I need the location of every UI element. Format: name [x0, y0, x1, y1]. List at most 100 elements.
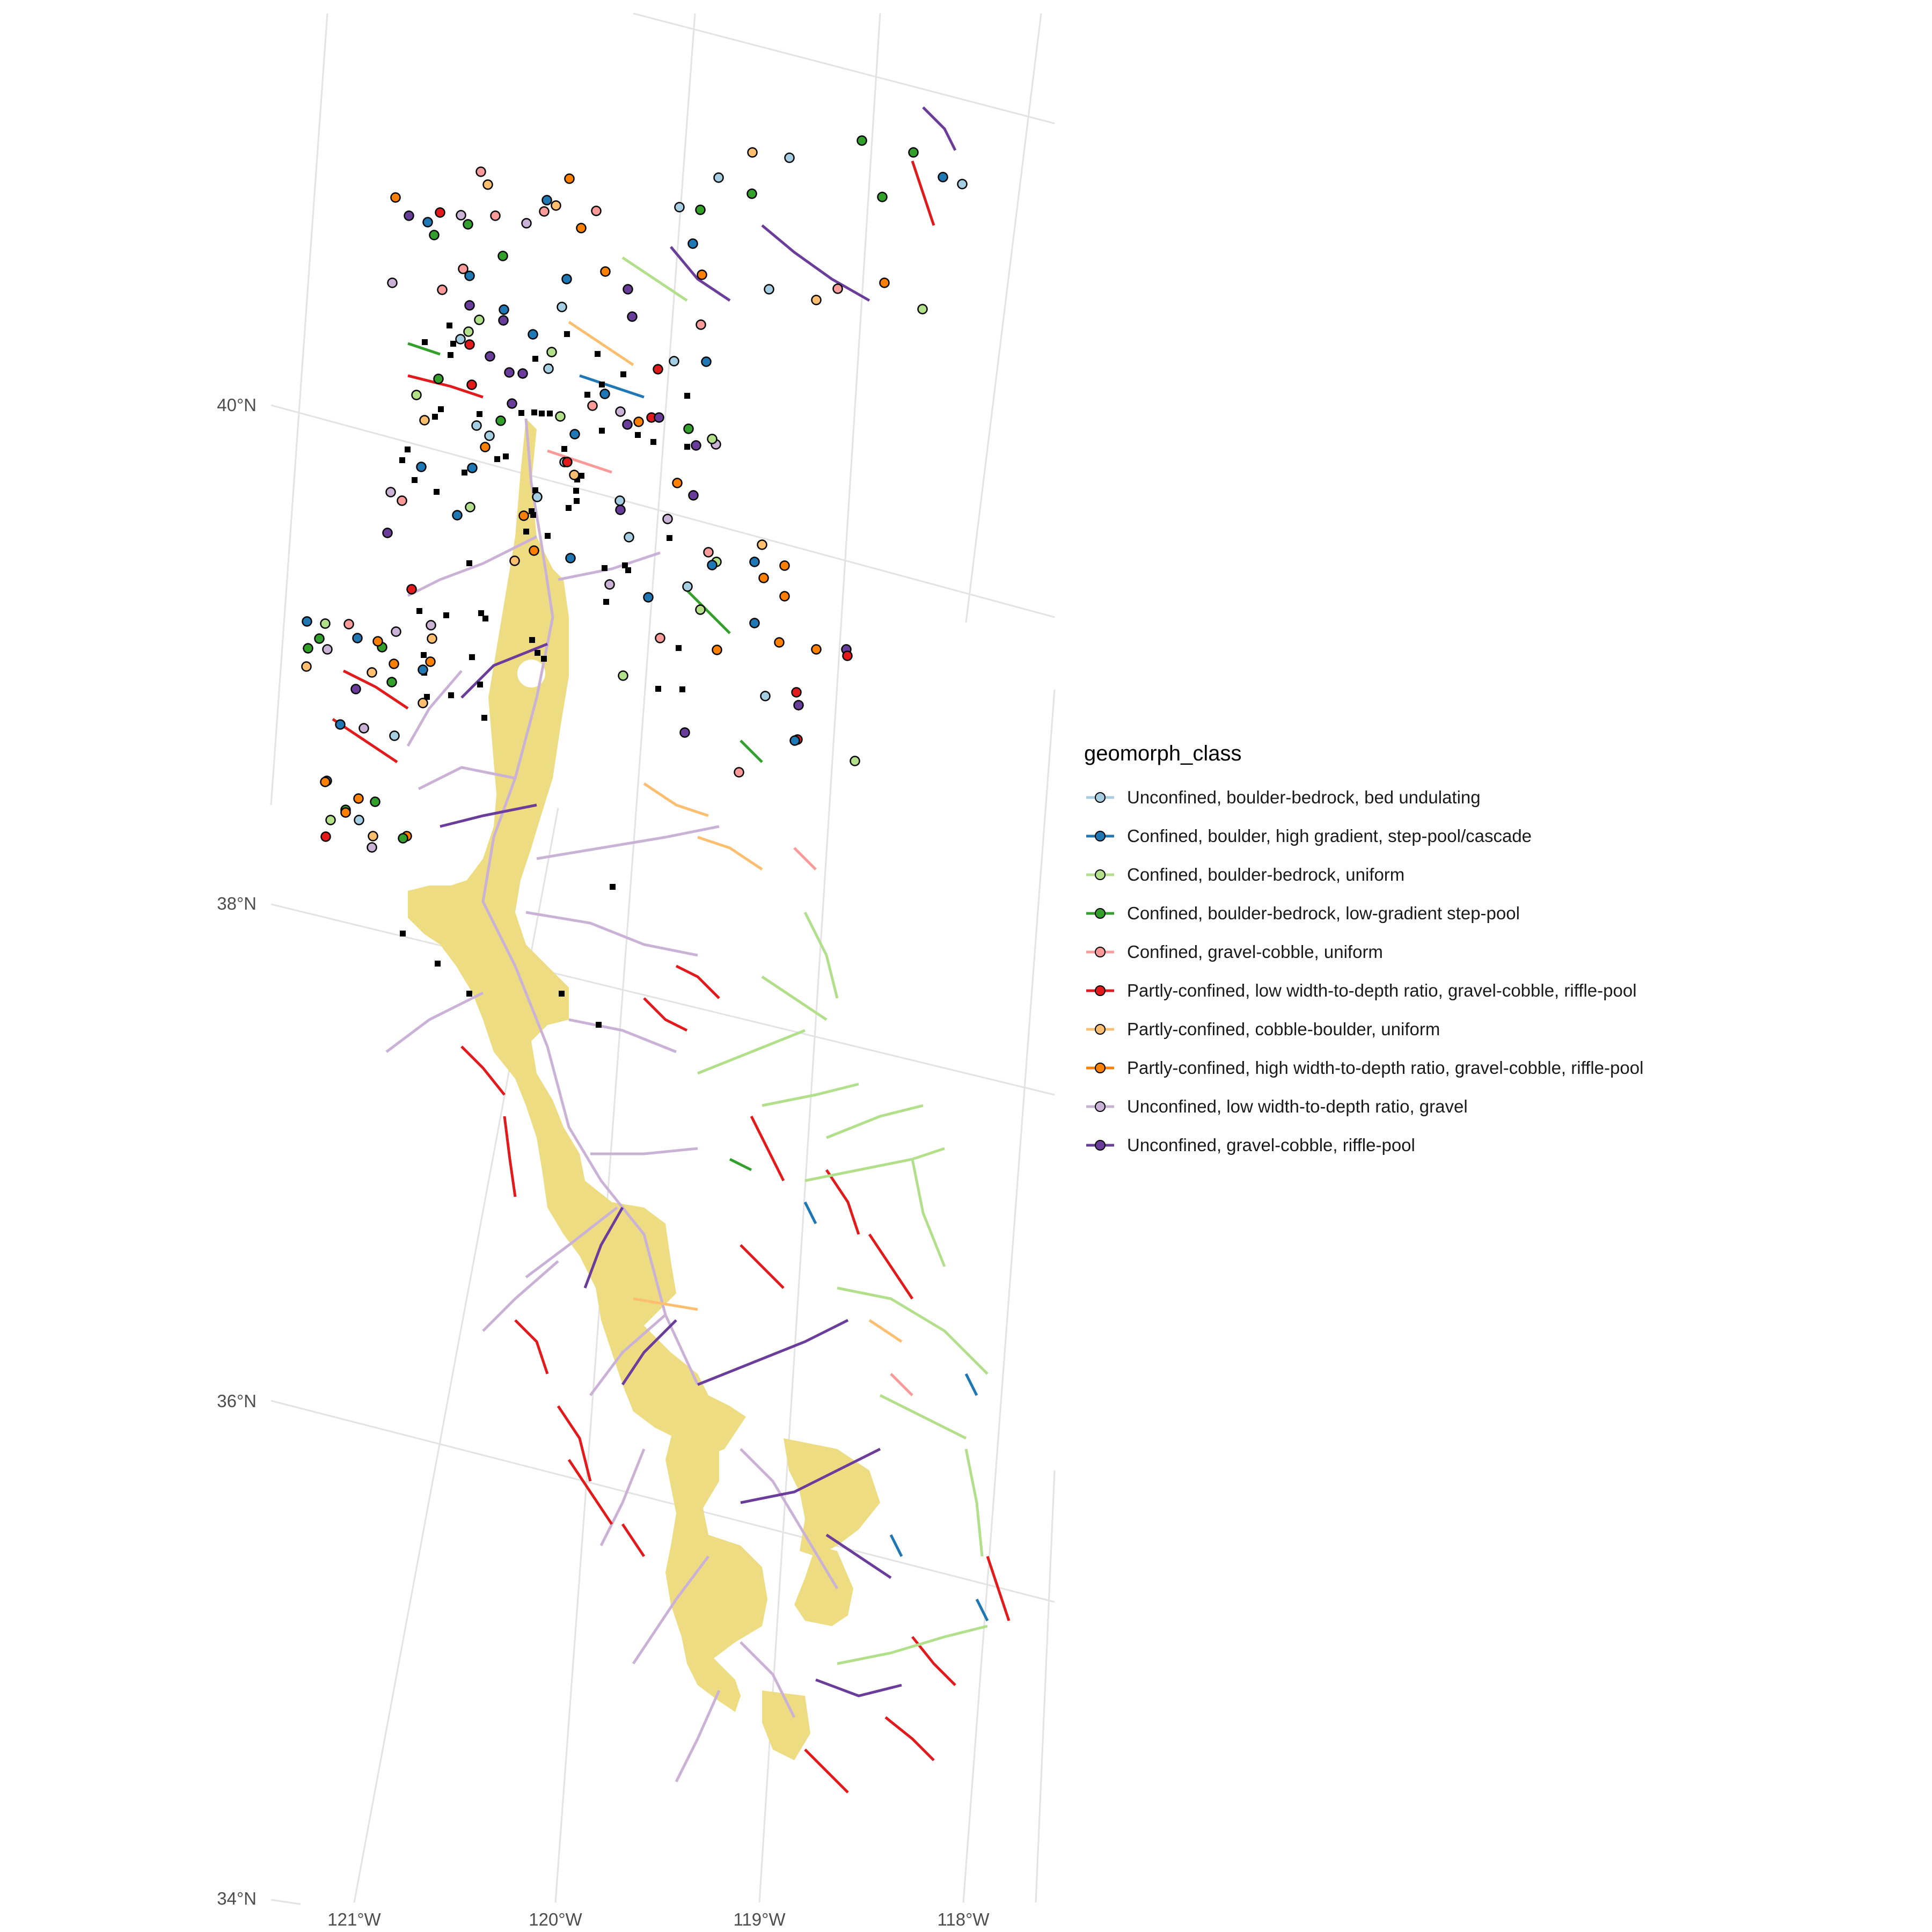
- classified-point: [672, 478, 683, 488]
- classified-point: [622, 419, 633, 430]
- site-marker: [599, 382, 605, 387]
- classified-point: [760, 691, 771, 701]
- site-marker: [655, 686, 661, 692]
- classified-point: [463, 326, 474, 337]
- stream: [670, 246, 731, 302]
- site-marker: [435, 961, 441, 967]
- stream: [793, 847, 817, 870]
- classified-point: [456, 210, 466, 221]
- legend-key-icon: [1086, 947, 1114, 957]
- classified-point: [302, 616, 312, 627]
- site-marker: [400, 931, 406, 936]
- classified-point: [662, 514, 673, 524]
- classified-point: [398, 833, 408, 844]
- legend-label: Confined, boulder, high gradient, step-p…: [1127, 826, 1532, 846]
- stream: [761, 975, 828, 1021]
- stream: [697, 1029, 806, 1075]
- stream: [964, 1448, 984, 1557]
- legend-item: Confined, boulder-bedrock, low-gradient …: [1084, 894, 1835, 933]
- valley-floor-basin: [408, 419, 880, 1760]
- classified-point: [957, 179, 968, 189]
- stream: [621, 1523, 646, 1557]
- site-marker: [535, 650, 540, 656]
- stream: [803, 1201, 817, 1225]
- classified-point: [353, 793, 364, 804]
- classified-point: [484, 430, 495, 441]
- stream: [740, 1244, 785, 1289]
- classified-point: [569, 429, 580, 440]
- stream: [481, 418, 699, 1386]
- legend-item: Confined, gravel-cobble, uniform: [1084, 933, 1835, 971]
- classified-point: [576, 223, 587, 233]
- classified-point: [682, 581, 693, 592]
- classified-point: [467, 463, 478, 473]
- classified-point: [386, 677, 397, 687]
- classified-point: [654, 412, 664, 423]
- classified-point: [507, 398, 517, 409]
- classified-point: [517, 368, 528, 379]
- site-marker: [469, 654, 475, 660]
- site-marker: [523, 529, 529, 535]
- legend-title: geomorph_class: [1084, 742, 1242, 765]
- stream: [583, 1206, 624, 1289]
- stream: [740, 1447, 881, 1504]
- legend-label: Partly-confined, high width-to-depth rat…: [1127, 1058, 1644, 1078]
- lon-line-121-top: [270, 13, 328, 806]
- classified-point: [464, 339, 475, 350]
- classified-point: [474, 314, 485, 325]
- stream: [632, 1555, 709, 1665]
- stream: [385, 991, 484, 1053]
- classified-point: [600, 266, 611, 277]
- classified-point: [877, 192, 888, 202]
- stream: [729, 1158, 752, 1172]
- classified-point: [539, 206, 550, 217]
- classified-point: [614, 495, 625, 506]
- stream: [568, 320, 634, 367]
- stream: [868, 1319, 903, 1343]
- stream: [697, 1319, 849, 1386]
- classified-point: [604, 579, 615, 590]
- sample-sites: [399, 323, 690, 1028]
- classified-point: [749, 618, 760, 628]
- site-marker: [667, 535, 672, 541]
- legend-label: Unconfined, boulder-bedrock, bed undulat…: [1127, 787, 1481, 807]
- stream: [599, 1448, 646, 1547]
- stream: [686, 589, 731, 634]
- classified-point: [696, 319, 706, 330]
- site-marker: [438, 406, 444, 412]
- classified-point: [811, 644, 822, 655]
- site-marker: [650, 439, 656, 445]
- site-marker: [602, 565, 608, 571]
- classified-point: [370, 796, 380, 807]
- classified-point: [789, 735, 800, 746]
- classified-point: [764, 284, 774, 295]
- lon-label-120: 120°W: [529, 1909, 582, 1929]
- lon-line-118-top: [965, 13, 1042, 623]
- classified-point: [301, 661, 312, 672]
- lat-line-36: [270, 1400, 1055, 1603]
- classified-point: [419, 415, 430, 426]
- stream: [986, 1556, 1011, 1621]
- classified-point: [458, 264, 469, 274]
- legend-items: Unconfined, boulder-bedrock, bed undulat…: [1084, 778, 1835, 1165]
- site-marker: [416, 608, 422, 614]
- classified-point: [551, 200, 561, 211]
- classified-point: [350, 684, 361, 694]
- site-marker: [466, 560, 472, 566]
- site-marker: [482, 616, 488, 621]
- classified-point: [879, 277, 890, 288]
- classified-point: [485, 351, 495, 362]
- classified-point: [842, 650, 853, 661]
- stream: [514, 1319, 549, 1374]
- basin-kern-south: [794, 1546, 853, 1626]
- classified-point: [427, 633, 437, 644]
- classified-point: [653, 364, 663, 375]
- site-marker: [531, 409, 537, 415]
- stream: [675, 964, 720, 999]
- classified-point: [367, 667, 377, 678]
- classified-point: [529, 545, 539, 556]
- site-marker: [574, 477, 580, 482]
- classified-point: [385, 487, 396, 497]
- classified-point: [368, 831, 378, 841]
- classified-point: [466, 379, 477, 390]
